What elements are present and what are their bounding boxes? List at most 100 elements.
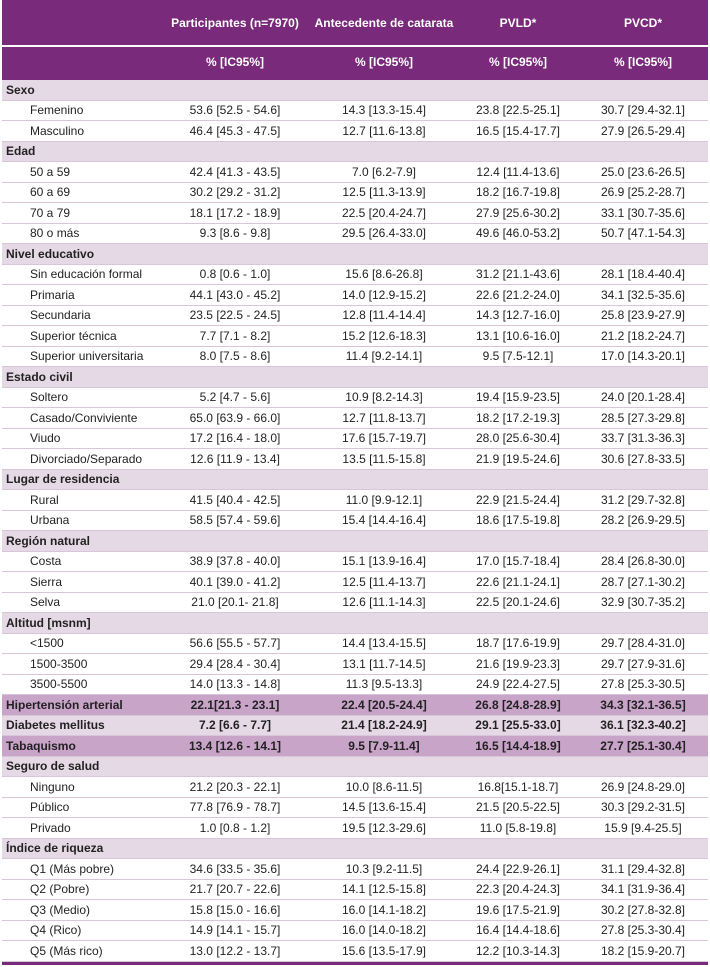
table-cell: 13.1 [11.7-14.5] (342, 656, 426, 671)
table-cell: 12.6 [11.1-14.3] (342, 595, 426, 610)
row-label: Superior universitaria (30, 349, 144, 364)
table-cell: 24.0 [20.1-28.4] (600, 390, 686, 405)
table-cell: 15.8 [15.0 - 16.6] (189, 902, 281, 917)
row-label: <1500 (30, 636, 64, 651)
row-label: Q1 (Más pobre) (30, 861, 115, 876)
table-cell: 24.4 [22.9-26.1] (475, 861, 561, 876)
row-label: Primaria (30, 287, 75, 302)
table-cell: 53.6 [52.5 - 54.6] (189, 103, 281, 118)
row-label: 70 a 79 (30, 205, 71, 220)
table-row: Urbana 58.5 [57.4 - 59.6] 15.4 [14.4-16.4]… (2, 511, 708, 531)
table-row: Q3 (Medio) 15.8 [15.0 - 16.6] 16.0 [14.1-1… (2, 900, 708, 921)
table-cell: 40.1 [39.0 - 41.2] (189, 574, 281, 589)
category-row: Altitud [msnm] (2, 613, 708, 634)
table-cell: 12.5 [11.3-13.9] (342, 185, 426, 200)
table-cell: 29.7 [27.9-31.6] (600, 656, 686, 671)
table-cell: 22.1[21.3 - 23.1] (190, 697, 280, 712)
table-cell: 26.8 [24.8-28.9] (475, 697, 561, 712)
row-label: Rural (30, 492, 59, 507)
category-row: Lugar de residencia (2, 469, 708, 490)
row-label: 60 a 69 (30, 185, 71, 200)
table-cell: 16.0 [14.1-18.2] (341, 902, 427, 917)
subheader-pvld: % [IC95%] (488, 55, 547, 69)
table-cell: 12.7 [11.8-13.7] (342, 410, 426, 425)
table-cell: 14.3 [12.7-16.0] (475, 308, 561, 323)
table-cell: 30.6 [27.8-33.5] (600, 451, 686, 466)
table-cell: 27.9 [25.6-30.2] (475, 205, 561, 220)
table-cell: 1.0 [0.8 - 1.2] (199, 820, 271, 835)
category-row: Seguro de salud (2, 756, 708, 777)
table-cell: 14.0 [12.9-15.2] (341, 287, 427, 302)
row-label: Soltero (30, 390, 69, 405)
table-cell: 21.5 [20.5-22.5] (475, 800, 561, 815)
table-cell: 29.7 [28.4-31.0] (600, 636, 686, 651)
table-cell: 24.9 [22.4-27.5] (475, 677, 561, 692)
row-label: Masculino (30, 123, 85, 138)
table-cell: 19.5 [12.3-29.6] (341, 820, 427, 835)
table-cell: 22.3 [20.4-24.3] (475, 882, 561, 897)
table-cell: 21.2 [18.2-24.7] (600, 328, 686, 343)
table-cell: 14.5 [13.6-15.4] (341, 800, 427, 815)
table-cell: 49.6 [46.0-53.2] (475, 226, 561, 241)
table-cell: 42.4 [41.3 - 43.5] (189, 164, 281, 179)
row-label: Viudo (30, 431, 61, 446)
row-label: 1500-3500 (30, 656, 88, 671)
table-cell: 9.3 [8.6 - 9.8] (199, 226, 271, 241)
table-cell: 21.2 [20.3 - 22.1] (189, 779, 281, 794)
table-cell: 18.2 [17.2-19.3] (475, 410, 561, 425)
row-label: Estado civil (6, 369, 73, 384)
row-label: Índice de riqueza (6, 841, 104, 856)
table-cell: 17.0 [15.7-18.4] (475, 554, 561, 569)
table-row: Público 77.8 [76.9 - 78.7] 14.5 [13.6-15.4… (2, 798, 708, 818)
row-label: Femenino (30, 103, 84, 118)
table-cell: 19.4 [15.9-23.5] (475, 390, 561, 405)
table-row: Q1 (Más pobre) 34.6 [33.5 - 35.6] 10.3 [9.… (2, 859, 708, 880)
row-label: Edad (6, 144, 36, 159)
header-pvcd: PVCD* (623, 15, 662, 30)
row-label: Urbana (30, 513, 70, 528)
table-cell: 12.5 [11.4-13.7] (342, 574, 426, 589)
row-label: Q2 (Pobre) (30, 882, 90, 897)
table-cell: 17.6 [15.7-19.7] (341, 431, 427, 446)
table-row: Divorciado/Separado 12.6 [11.9 - 13.4] 13.… (2, 449, 708, 470)
category-row: Nivel educativo (2, 244, 708, 265)
table-cell: 13.4 [12.6 - 14.1] (188, 738, 282, 753)
table-cell: 27.8 [25.3-30.5] (600, 677, 686, 692)
table-cell: 31.2 [21.1-43.6] (475, 267, 561, 282)
table-cell: 22.5 [20.1-24.6] (475, 595, 561, 610)
table-cell: 25.8 [23.9-27.9] (600, 308, 686, 323)
row-label: Costa (30, 554, 62, 569)
table-row: Sierra 40.1 [39.0 - 41.2] 12.5 [11.4-13.7]… (2, 572, 708, 593)
row-label: Divorciado/Separado (30, 451, 143, 466)
table-body: Sexo Femenino 53.6 [52.5 - 54.6] 14.3 [13.3… (2, 80, 708, 962)
row-label: Sierra (30, 574, 63, 589)
row-label: Q5 (Más rico) (30, 943, 103, 958)
table-cell: 12.6 [11.9 - 13.4] (190, 451, 280, 466)
table-row: Femenino 53.6 [52.5 - 54.6] 14.3 [13.3-15.… (2, 101, 708, 121)
table-cell: 22.6 [21.2-24.0] (475, 287, 561, 302)
table-cell: 27.8 [25.3-30.4] (600, 923, 686, 938)
table-cell: 31.1 [29.4-32.8] (600, 861, 686, 876)
row-label: Q4 (Rico) (30, 923, 82, 938)
row-label: Hipertensión arterial (6, 697, 123, 712)
table-cell: 9.5 [7.5-12.1] (482, 349, 554, 364)
table-row: 50 a 59 42.4 [41.3 - 43.5] 7.0 [6.2-7.9] 12… (2, 162, 708, 183)
table-cell: 28.5 [27.3-29.8] (600, 410, 686, 425)
table-cell: 38.9 [37.8 - 40.0] (189, 554, 281, 569)
row-label: Diabetes mellitus (6, 718, 105, 733)
row-label: Privado (30, 820, 71, 835)
table-cell: 21.6 [19.9-23.3] (475, 656, 561, 671)
subheader-cell (2, 47, 160, 77)
row-label: Q3 (Medio) (30, 902, 91, 917)
table-cell: 5.2 [4.7 - 5.6] (199, 390, 271, 405)
row-label: Superior técnica (30, 328, 117, 343)
table-cell: 22.5 [20.4-24.7] (341, 205, 427, 220)
table-row: Secundaria 23.5 [22.5 - 24.5] 12.8 [11.4-1… (2, 306, 708, 326)
table-cell: 31.2 [29.7-32.8] (600, 492, 686, 507)
table-cell: 15.9 [9.4-25.5] (604, 820, 682, 835)
table-cell: 22.4 [20.5-24.4] (341, 697, 427, 712)
table-cell: 12.7 [11.6-13.8] (342, 123, 426, 138)
row-label: Nivel educativo (6, 246, 95, 261)
table-cell: 26.9 [24.8-29.0] (600, 779, 686, 794)
